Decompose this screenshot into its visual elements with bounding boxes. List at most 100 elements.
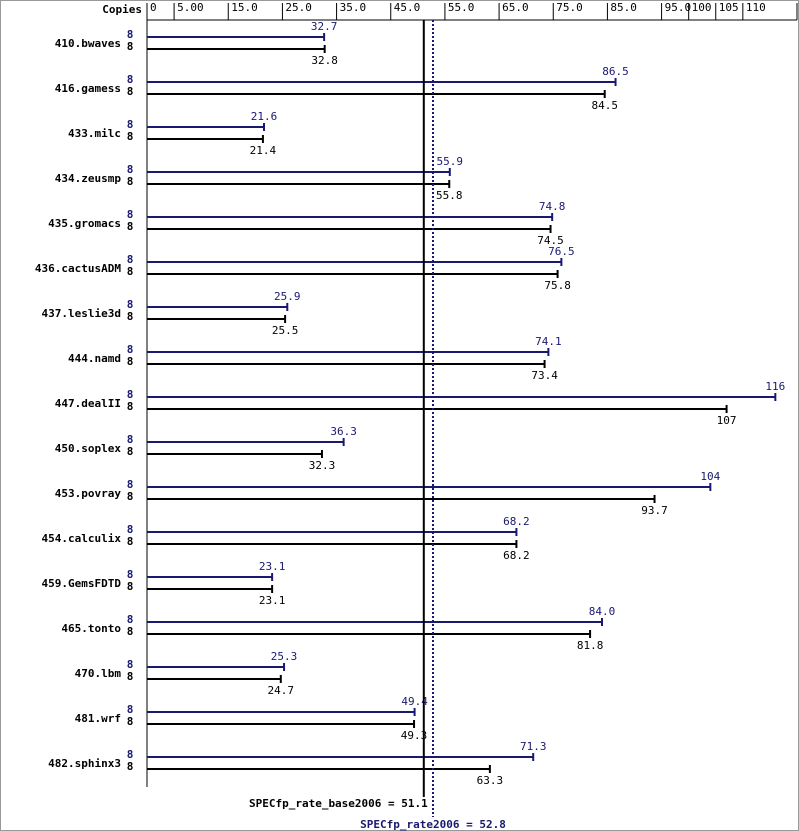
copies-label: 8 xyxy=(127,568,134,581)
benchmark-label: 470.lbm xyxy=(75,667,122,680)
value-label: 81.8 xyxy=(577,639,604,652)
value-label: 49.4 xyxy=(401,695,428,708)
copies-label: 8 xyxy=(127,28,134,41)
x-tick-label: 100 xyxy=(692,1,712,14)
copies-label: 8 xyxy=(127,118,134,131)
copies-label: 8 xyxy=(127,265,134,278)
value-label: 93.7 xyxy=(641,504,668,517)
copies-label: 8 xyxy=(127,670,134,683)
value-label: 55.9 xyxy=(437,155,464,168)
copies-label: 8 xyxy=(127,388,134,401)
value-label: 68.2 xyxy=(503,549,530,562)
x-tick-label: 35.0 xyxy=(340,1,367,14)
copies-label: 8 xyxy=(127,658,134,671)
x-tick-label: 25.0 xyxy=(285,1,312,14)
value-label: 84.5 xyxy=(591,99,618,112)
value-label: 107 xyxy=(717,414,737,427)
copies-label: 8 xyxy=(127,523,134,536)
value-label: 23.1 xyxy=(259,560,286,573)
value-label: 32.8 xyxy=(311,54,338,67)
benchmark-label: 447.dealII xyxy=(55,397,121,410)
benchmark-label: 481.wrf xyxy=(75,712,121,725)
value-label: 23.1 xyxy=(259,594,286,607)
copies-label: 8 xyxy=(127,208,134,221)
value-label: 32.3 xyxy=(309,459,336,472)
benchmark-label: 435.gromacs xyxy=(48,217,121,230)
x-tick-label: 110 xyxy=(746,1,766,14)
x-tick-label: 95.0 xyxy=(665,1,692,14)
copies-label: 8 xyxy=(127,220,134,233)
value-label: 75.8 xyxy=(544,279,571,292)
benchmark-label: 434.zeusmp xyxy=(55,172,122,185)
x-tick-label: 105 xyxy=(719,1,739,14)
value-label: 25.5 xyxy=(272,324,299,337)
value-label: 25.3 xyxy=(271,650,298,663)
copies-label: 8 xyxy=(127,613,134,626)
copies-label: 8 xyxy=(127,355,134,368)
value-label: 74.5 xyxy=(537,234,564,247)
benchmark-label: 453.povray xyxy=(55,487,122,500)
copies-label: 8 xyxy=(127,490,134,503)
copies-label: 8 xyxy=(127,433,134,446)
copies-label: 8 xyxy=(127,73,134,86)
benchmark-label: 482.sphinx3 xyxy=(48,757,121,770)
copies-label: 8 xyxy=(127,298,134,311)
copies-label: 8 xyxy=(127,400,134,413)
copies-label: 8 xyxy=(127,703,134,716)
x-tick-label: 5.00 xyxy=(177,1,204,14)
copies-label: 8 xyxy=(127,625,134,638)
benchmark-label: 465.tonto xyxy=(61,622,121,635)
copies-label: 8 xyxy=(127,760,134,773)
value-label: 73.4 xyxy=(531,369,558,382)
value-label: 116 xyxy=(765,380,785,393)
value-label: 25.9 xyxy=(274,290,301,303)
value-label: 84.0 xyxy=(589,605,616,618)
copies-label: 8 xyxy=(127,163,134,176)
copies-label: 8 xyxy=(127,40,134,53)
x-tick-label: 85.0 xyxy=(610,1,637,14)
value-label: 32.7 xyxy=(311,20,338,33)
x-tick-label: 75.0 xyxy=(556,1,583,14)
x-tick-label: 65.0 xyxy=(502,1,529,14)
copies-label: 8 xyxy=(127,445,134,458)
value-label: 76.5 xyxy=(548,245,575,258)
benchmark-label: 450.soplex xyxy=(55,442,122,455)
value-label: 74.1 xyxy=(535,335,562,348)
copies-label: 8 xyxy=(127,175,134,188)
benchmark-label: 416.gamess xyxy=(55,82,121,95)
benchmark-label: 444.namd xyxy=(68,352,121,365)
value-label: 24.7 xyxy=(268,684,295,697)
x-tick-label: 55.0 xyxy=(448,1,475,14)
x-tick-label: 45.0 xyxy=(394,1,421,14)
benchmark-label: 410.bwaves xyxy=(55,37,121,50)
value-label: 74.8 xyxy=(539,200,566,213)
x-tick-label: 0 xyxy=(150,1,157,14)
benchmark-label: 433.milc xyxy=(68,127,121,140)
reference-label: SPECfp_rate_base2006 = 51.1 xyxy=(249,797,428,810)
copies-label: 8 xyxy=(127,85,134,98)
copies-label: 8 xyxy=(127,535,134,548)
copies-label: 8 xyxy=(127,130,134,143)
copies-label: 8 xyxy=(127,253,134,266)
benchmark-label: 436.cactusADM xyxy=(35,262,121,275)
value-label: 104 xyxy=(700,470,720,483)
copies-label: 8 xyxy=(127,343,134,356)
x-tick-label: 15.0 xyxy=(231,1,258,14)
value-label: 86.5 xyxy=(602,65,629,78)
benchmark-label: 454.calculix xyxy=(42,532,122,545)
value-label: 71.3 xyxy=(520,740,547,753)
benchmark-label: 437.leslie3d xyxy=(42,307,121,320)
value-label: 68.2 xyxy=(503,515,530,528)
copies-label: 8 xyxy=(127,715,134,728)
copies-header: Copies xyxy=(102,3,142,16)
value-label: 63.3 xyxy=(477,774,504,787)
value-label: 21.4 xyxy=(250,144,277,157)
copies-label: 8 xyxy=(127,748,134,761)
reference-label: SPECfp_rate2006 = 52.8 xyxy=(360,818,506,831)
benchmark-label: 459.GemsFDTD xyxy=(42,577,122,590)
value-label: 55.8 xyxy=(436,189,463,202)
value-label: 21.6 xyxy=(251,110,278,123)
copies-label: 8 xyxy=(127,580,134,593)
